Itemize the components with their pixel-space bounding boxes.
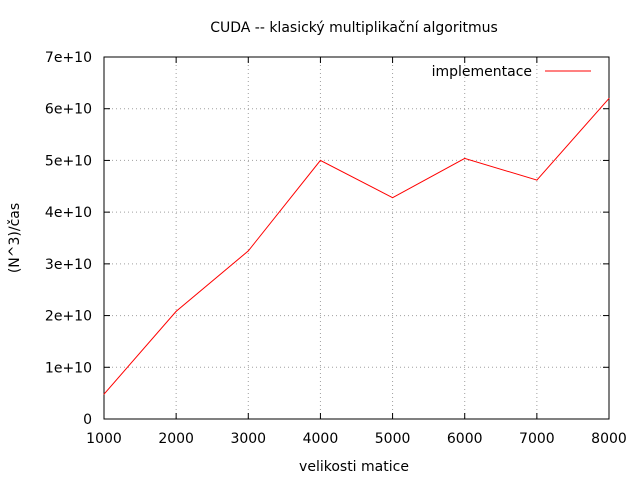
- data-point: [392, 197, 394, 199]
- axis-ticks: [103, 56, 610, 420]
- y-tick-label: 1e+10: [45, 360, 92, 376]
- x-axis-label: velikosti matice: [299, 459, 409, 475]
- data-point: [103, 393, 105, 395]
- y-tick-label: 4e+10: [45, 205, 92, 221]
- x-tick-label: 3000: [230, 431, 266, 447]
- data-point: [319, 159, 321, 161]
- series-layer: [103, 97, 610, 395]
- series-line: [103, 98, 610, 395]
- data-point: [247, 250, 249, 252]
- y-tick-labels: 0 1e+10 2e+10 3e+10 4e+10 5e+10 6e+10 7e+10: [45, 50, 92, 428]
- y-tick-label: 5e+10: [45, 153, 92, 169]
- x-tick-label: 2000: [158, 431, 194, 447]
- x-tick-label: 8000: [591, 431, 627, 447]
- data-point: [175, 310, 177, 312]
- data-point: [464, 157, 466, 159]
- x-tick-label: 7000: [519, 431, 555, 447]
- x-tick-label: 5000: [375, 431, 411, 447]
- x-tick-label: 4000: [303, 431, 339, 447]
- y-tick-label: 6e+10: [45, 102, 92, 118]
- x-tick-label: 1000: [86, 431, 122, 447]
- x-tick-label: 6000: [447, 431, 483, 447]
- legend: implementace: [432, 64, 591, 80]
- y-axis-label: (N^3)/čas: [7, 203, 23, 273]
- chart-title: CUDA -- klasický multiplikační algoritmu…: [210, 20, 498, 36]
- grid: [104, 57, 609, 419]
- y-tick-label: 0: [83, 412, 92, 428]
- x-tick-labels: 1000 2000 3000 4000 5000 6000 7000 8000: [86, 431, 627, 447]
- y-tick-label: 2e+10: [45, 309, 92, 325]
- legend-label: implementace: [432, 64, 532, 80]
- plot-frame: [103, 56, 610, 420]
- y-tick-label: 3e+10: [45, 257, 92, 273]
- data-point: [608, 97, 610, 99]
- y-tick-label: 7e+10: [45, 50, 92, 66]
- data-point: [536, 179, 538, 181]
